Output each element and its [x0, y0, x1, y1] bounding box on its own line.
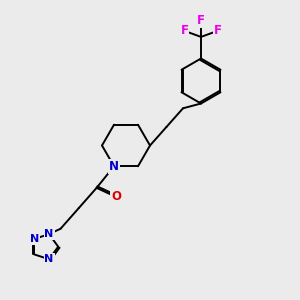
- Text: F: F: [181, 24, 188, 38]
- Text: N: N: [44, 254, 54, 264]
- Text: O: O: [111, 190, 121, 203]
- Text: N: N: [44, 229, 54, 239]
- Text: N: N: [30, 234, 39, 244]
- Text: F: F: [214, 24, 221, 38]
- Text: N: N: [109, 160, 119, 173]
- Text: F: F: [197, 14, 205, 27]
